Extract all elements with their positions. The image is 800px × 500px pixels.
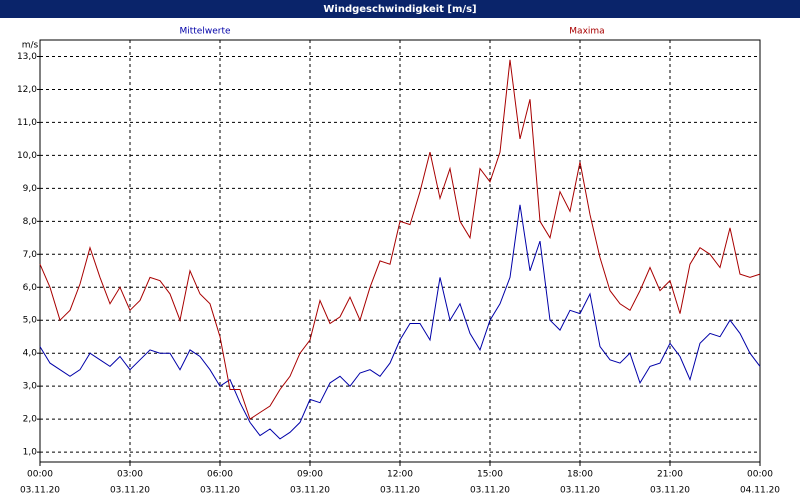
x-tick-date: 03.11.20 <box>650 486 690 496</box>
y-tick-label: 10,0 <box>17 151 37 161</box>
data-line <box>39 204 761 440</box>
y-tick-label: 4,0 <box>23 349 38 359</box>
y-tick-label: 11,0 <box>17 118 37 128</box>
y-tick-label: 13,0 <box>17 52 37 62</box>
x-tick-label: 09:00 <box>297 470 323 480</box>
x-tick-date: 03.11.20 <box>380 486 420 496</box>
x-tick-label: 06:00 <box>207 470 233 480</box>
x-tick-label: 21:00 <box>657 470 683 480</box>
y-tick-label: 5,0 <box>23 316 38 326</box>
legend-entry: Maxima <box>569 27 604 37</box>
x-tick-date: 03.11.20 <box>290 486 330 496</box>
y-tick-label: 12,0 <box>17 85 37 95</box>
x-tick-label: 00:00 <box>747 470 773 480</box>
x-tick-date: 03.11.20 <box>110 486 150 496</box>
y-tick-label: 7,0 <box>23 250 38 260</box>
y-tick-label: 1,0 <box>23 448 38 458</box>
y-tick-label: 8,0 <box>23 217 38 227</box>
x-tick-date: 03.11.20 <box>20 486 60 496</box>
x-tick-label: 00:00 <box>27 470 53 480</box>
x-tick-date: 03.11.20 <box>470 486 510 496</box>
x-tick-date: 04.11.20 <box>740 486 780 496</box>
chart-title: Windgeschwindigkeit [m/s] <box>323 4 476 15</box>
x-tick-label: 03:00 <box>117 470 143 480</box>
x-tick-label: 12:00 <box>387 470 413 480</box>
y-tick-label: 3,0 <box>23 382 38 392</box>
x-tick-date: 03.11.20 <box>560 486 600 496</box>
x-tick-label: 18:00 <box>567 470 593 480</box>
y-axis-label: m/s <box>22 41 39 51</box>
x-tick-date: 03.11.20 <box>200 486 240 496</box>
legend-entry: Mittelwerte <box>179 27 230 37</box>
title-bar <box>0 0 800 18</box>
y-tick-label: 6,0 <box>23 283 38 293</box>
y-tick-label: 9,0 <box>23 184 38 194</box>
data-line <box>39 59 761 420</box>
y-tick-label: 2,0 <box>23 415 38 425</box>
x-tick-label: 15:00 <box>477 470 503 480</box>
